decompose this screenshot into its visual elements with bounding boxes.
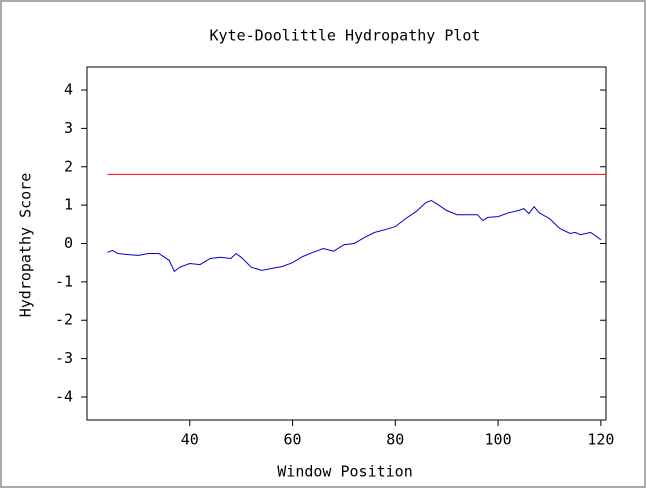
y-tick-label: 4 — [64, 81, 73, 99]
x-tick-label: 120 — [587, 431, 614, 449]
y-tick-label: 1 — [64, 196, 73, 214]
x-tick-label: 80 — [386, 431, 404, 449]
data-line — [107, 199, 602, 273]
y-axis-label: Hydropathy Score — [17, 173, 35, 318]
y-tick-label: -1 — [55, 272, 73, 290]
y-tick-label: -3 — [55, 349, 73, 367]
y-tick-label: 3 — [64, 119, 73, 137]
y-tick-label: -2 — [55, 311, 73, 329]
x-tick-label: 40 — [181, 431, 199, 449]
y-tick-label: -4 — [55, 387, 73, 405]
x-axis-label: Window Position — [277, 463, 412, 481]
y-tick-label: 2 — [64, 157, 73, 175]
x-tick-label: 100 — [485, 431, 512, 449]
y-tick-label: 0 — [64, 234, 73, 252]
chart-title: Kyte-Doolittle Hydropathy Plot — [210, 27, 481, 45]
x-tick-label: 60 — [284, 431, 302, 449]
